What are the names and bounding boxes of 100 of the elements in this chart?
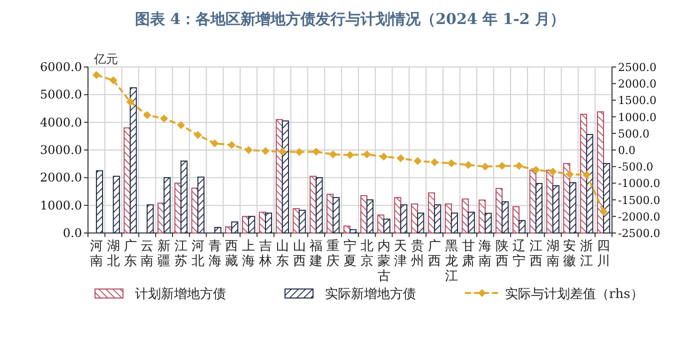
bar <box>264 212 272 234</box>
bar <box>366 199 374 234</box>
x-tick-label: 四川 <box>597 239 610 269</box>
y2-tick-label: -500.0 <box>618 160 654 174</box>
bar <box>462 198 469 234</box>
point <box>346 150 354 159</box>
point <box>109 76 118 84</box>
bar <box>124 127 131 234</box>
x-tick-label: 广西 <box>428 239 442 269</box>
bar <box>343 226 350 234</box>
x-tick-label: 云南 <box>140 239 154 269</box>
bar <box>164 177 171 234</box>
bar <box>535 182 543 234</box>
bar <box>603 163 610 234</box>
point <box>261 146 270 155</box>
x-tick-label: 甘肃 <box>462 239 475 269</box>
point <box>92 70 100 79</box>
bar <box>484 212 492 234</box>
bar <box>298 210 306 234</box>
bar <box>282 120 289 234</box>
bar <box>214 226 222 234</box>
point <box>464 160 472 169</box>
bar <box>332 197 340 234</box>
bar <box>383 218 390 234</box>
point <box>228 141 236 150</box>
point <box>278 148 286 156</box>
x-tick-label: 湖北 <box>106 239 120 269</box>
bar <box>468 212 475 234</box>
point <box>447 159 456 168</box>
y2-tick-label: 0.0 <box>618 144 636 157</box>
x-tick-label: 西藏 <box>225 239 238 269</box>
bar <box>350 229 357 234</box>
y-tick-label: 5000.0 <box>40 88 82 102</box>
x-tick-label: 江苏 <box>174 239 188 269</box>
point <box>362 150 371 158</box>
x-tick-label: 安徽 <box>563 238 576 269</box>
y-tick-label: 0.0 <box>62 226 82 240</box>
x-tick-label: 浙江 <box>580 239 594 269</box>
point <box>143 111 152 120</box>
y2-tick-label: -1000.0 <box>618 177 660 190</box>
point <box>430 158 439 166</box>
bar <box>478 200 486 234</box>
x-tick-label: 海南 <box>478 239 492 269</box>
y2-tick-label: -2000.0 <box>618 210 660 224</box>
point <box>548 168 557 176</box>
y-tick-label: 4000.0 <box>40 115 82 130</box>
y2-tick-label: -2500.0 <box>618 227 660 240</box>
ylabel: 亿元 <box>94 52 118 66</box>
point <box>210 139 219 148</box>
x-tick-label: 吉林 <box>258 239 272 269</box>
bar <box>112 176 120 234</box>
bar <box>502 201 509 234</box>
x-tick-label: 广东 <box>124 239 137 269</box>
bar <box>130 87 137 234</box>
bar <box>586 134 594 234</box>
point <box>160 114 168 122</box>
point <box>176 121 185 130</box>
legend-label: 计划新增地方债 <box>135 286 226 302</box>
x-tick-label: 天津 <box>394 239 408 269</box>
bar <box>248 216 256 234</box>
bar <box>316 177 323 234</box>
x-tick-label: 福建 <box>308 239 323 269</box>
y-tick-label: 2000.0 <box>40 170 82 185</box>
y-tick-label: 1000.0 <box>40 198 82 212</box>
x-tick-label: 江西 <box>529 239 542 269</box>
legend-label: 实际与计划差值（rhs） <box>505 287 644 302</box>
bar <box>569 182 576 234</box>
point <box>582 170 591 179</box>
point <box>481 162 490 171</box>
x-tick-label: 重庆 <box>326 239 340 269</box>
point <box>380 152 388 161</box>
point <box>515 162 524 170</box>
x-tick-label: 上海 <box>242 239 256 269</box>
x-tick-label: 陕西 <box>496 239 509 269</box>
y2-tick-label: 1000.0 <box>618 110 656 124</box>
bar <box>450 212 458 234</box>
y2-tick-label: -1500.0 <box>618 194 660 207</box>
point <box>566 170 574 178</box>
bar <box>231 221 238 234</box>
y2-tick-label: 2500.0 <box>618 61 656 74</box>
y2-tick-label: 500.0 <box>618 127 650 140</box>
bar <box>180 160 188 234</box>
title: 图表 4：各地区新增地方债发行与计划情况（2024 年 1-2 月） <box>134 10 566 28</box>
x-tick-label: 宁夏 <box>344 238 356 269</box>
point <box>498 162 506 170</box>
x-tick-label: 河南 <box>90 239 103 269</box>
bar <box>197 176 204 234</box>
x-tick-label: 青海 <box>208 239 222 269</box>
x-tick-label: 内蒙古 <box>377 239 390 284</box>
x-tick-label: 贵州 <box>411 239 424 269</box>
x-tick-label: 河北 <box>191 239 204 269</box>
x-tick-label: 山西 <box>292 239 306 269</box>
x-tick-label: 黑龙江 <box>444 239 458 284</box>
bar <box>417 212 424 234</box>
bar <box>292 208 300 234</box>
x-tick-label: 新疆 <box>158 239 171 269</box>
x-tick-label: 辽宁 <box>512 239 526 269</box>
y2-tick-label: 2000.0 <box>618 78 656 91</box>
point <box>329 150 338 158</box>
point <box>126 98 134 106</box>
